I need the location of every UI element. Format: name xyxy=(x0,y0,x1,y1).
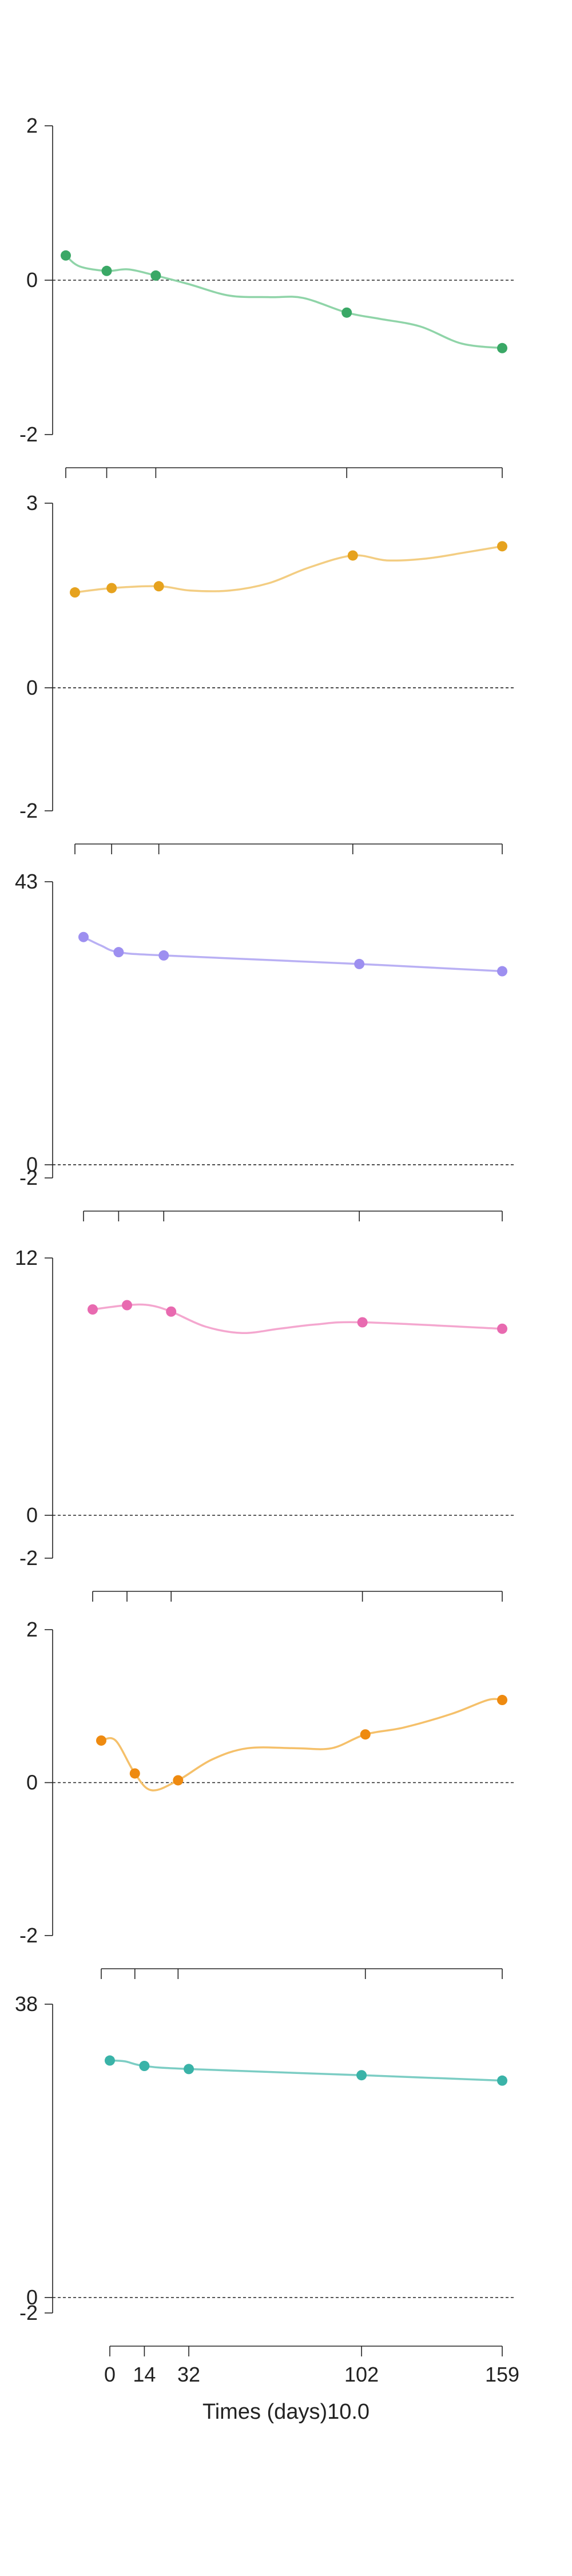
data-point xyxy=(341,307,352,318)
data-point xyxy=(360,1729,371,1740)
panel-5: 2 0 -2 xyxy=(19,1618,515,1979)
data-point xyxy=(78,931,89,942)
series-curve xyxy=(83,936,503,973)
y-tick-label: 3 xyxy=(26,491,38,515)
panel-3: 43 0-2 xyxy=(15,870,515,1221)
y-tick-label: 2 xyxy=(26,114,38,137)
y-tick-label: 0 xyxy=(26,268,38,292)
data-point xyxy=(122,1300,133,1311)
y-tick-label: -2 xyxy=(19,1166,38,1189)
x-tick-label: 14 xyxy=(133,2363,156,2386)
data-point xyxy=(354,958,365,969)
data-point xyxy=(166,1306,177,1317)
y-tick-label: 43 xyxy=(15,870,38,893)
data-point xyxy=(497,2075,507,2086)
data-point xyxy=(101,265,112,276)
data-point xyxy=(105,2055,115,2066)
y-tick-label: 2 xyxy=(26,1618,38,1641)
series-curve xyxy=(74,545,503,594)
y-tick-label: -2 xyxy=(19,1924,38,1947)
y-tick-label: 0 xyxy=(26,1771,38,1794)
data-point xyxy=(357,1317,368,1328)
data-point xyxy=(158,950,169,961)
y-tick-label: 0 xyxy=(26,1503,38,1527)
data-point xyxy=(184,2064,194,2075)
data-point xyxy=(61,250,71,261)
data-point xyxy=(497,1695,507,1706)
data-point xyxy=(153,581,164,592)
x-tick-label: 159 xyxy=(485,2363,519,2386)
data-point xyxy=(497,966,507,977)
y-tick-label: 0 xyxy=(26,676,38,699)
data-point xyxy=(139,2061,150,2071)
y-tick-label: -2 xyxy=(19,799,38,822)
x-tick-label: 0 xyxy=(104,2363,116,2386)
data-point xyxy=(497,541,507,552)
x-axis-label: Times (days)10.0 xyxy=(202,2400,370,2424)
x-tick-label: 32 xyxy=(177,2363,200,2386)
data-point xyxy=(497,343,507,353)
data-point xyxy=(173,1775,184,1786)
series-curve xyxy=(92,1303,503,1335)
data-point xyxy=(356,2070,367,2081)
panel-2: 3 0 -2 xyxy=(19,491,515,854)
series-curve xyxy=(65,254,503,349)
series-curve xyxy=(101,1698,503,1791)
y-tick-label: 0 xyxy=(26,2286,38,2309)
data-point xyxy=(88,1304,98,1315)
panel-1: 2 0 -2 xyxy=(19,114,515,478)
data-point xyxy=(70,587,80,598)
y-tick-label: -2 xyxy=(19,2301,38,2324)
data-point xyxy=(96,1735,106,1746)
y-tick-label: 38 xyxy=(15,1992,38,2016)
panel-4: 12 0 -2 xyxy=(15,1246,515,1602)
y-tick-label: 12 xyxy=(15,1246,38,1269)
y-tick-label: -2 xyxy=(19,423,38,446)
data-point xyxy=(497,1323,507,1334)
series-curve xyxy=(109,2059,503,2082)
y-tick-label: -2 xyxy=(19,1546,38,1570)
x-tick-label: 102 xyxy=(344,2363,379,2386)
y-tick-label: 0 xyxy=(26,1153,38,1176)
data-point xyxy=(113,947,124,958)
data-point xyxy=(129,1768,140,1779)
data-point xyxy=(150,270,161,281)
data-point xyxy=(106,583,117,594)
data-point xyxy=(347,550,358,561)
